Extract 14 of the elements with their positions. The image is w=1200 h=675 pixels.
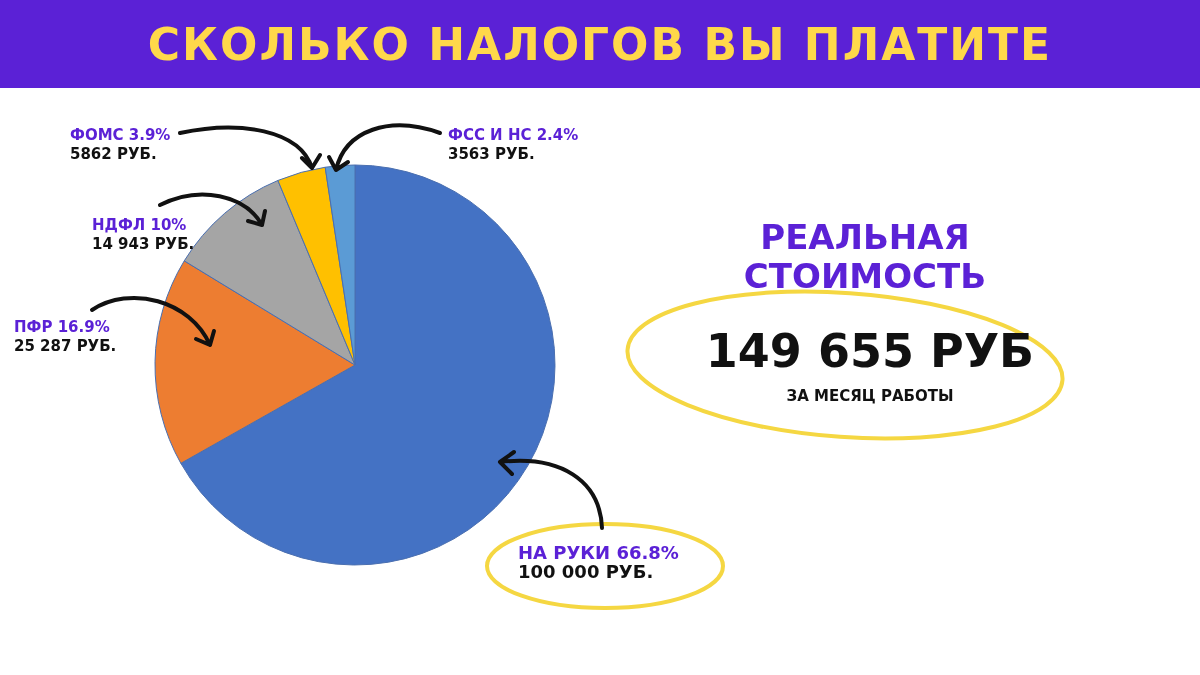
- text: РЕАЛЬНАЯ СТОИМОСТЬ: [742, 217, 988, 297]
- data-label: 25 287 РУБ.: [14, 337, 117, 356]
- slice-label: НА РУКИ 66.8%: [518, 542, 679, 563]
- text: ЗА МЕСЯЦ РАБОТЫ: [785, 387, 955, 406]
- text: 149 655 РУБ: [704, 324, 1036, 378]
- chart-title: СКОЛЬКО НАЛОГОВ ВЫ ПЛАТИТЕ: [147, 18, 1053, 70]
- data-label: 3563 РУБ.: [448, 145, 536, 164]
- slice-label: ФОМС 3.9%: [70, 126, 171, 145]
- slice-label: ПФР 16.9%: [14, 318, 111, 337]
- data-label: 5862 РУБ.: [70, 145, 158, 164]
- slice-label: НДФЛ 10%: [92, 216, 188, 235]
- slice-label: ФСС И НС 2.4%: [448, 126, 579, 145]
- data-label: 14 943 РУБ.: [92, 235, 195, 254]
- data-label: 100 000 РУБ.: [518, 561, 655, 582]
